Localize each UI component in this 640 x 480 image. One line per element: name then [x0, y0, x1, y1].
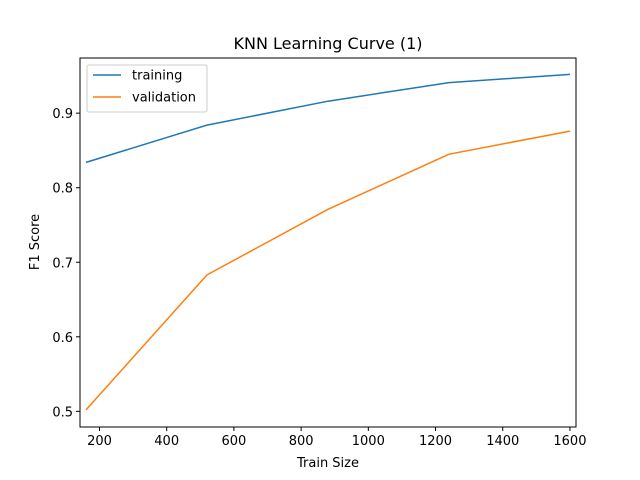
x-tick-label: 1200 [419, 434, 452, 449]
series-line-validation [85, 130, 571, 411]
x-tick-label: 400 [154, 434, 179, 449]
series-line-training [85, 73, 571, 164]
y-tick-label: 0.7 [52, 256, 73, 271]
x-tick-label: 1400 [486, 434, 519, 449]
x-tick-label: 800 [289, 434, 314, 449]
y-axis-title: F1 Score [28, 214, 43, 270]
chart-title: KNN Learning Curve (1) [233, 34, 422, 53]
y-axis: 0.5 0.6 0.7 0.8 0.9 [52, 107, 80, 420]
plot-area [80, 58, 576, 427]
x-tick-label: 1600 [553, 434, 586, 449]
legend-label-validation: validation [132, 91, 196, 106]
x-tick-label: 200 [87, 434, 112, 449]
legend: training validation [86, 64, 208, 113]
legend-box [86, 64, 208, 113]
series-layer [85, 73, 571, 411]
legend-label-training: training [132, 69, 182, 84]
y-tick-label: 0.9 [52, 107, 73, 122]
y-tick-label: 0.8 [52, 182, 73, 197]
x-axis-title: Train Size [296, 456, 359, 471]
plot-frame [79, 57, 577, 428]
y-tick-label: 0.5 [52, 405, 73, 420]
x-tick-label: 1000 [352, 434, 385, 449]
y-tick-label: 0.6 [52, 331, 73, 346]
x-tick-label: 600 [221, 434, 246, 449]
x-axis: 200 400 600 800 1000 1200 1400 1600 [87, 427, 586, 449]
